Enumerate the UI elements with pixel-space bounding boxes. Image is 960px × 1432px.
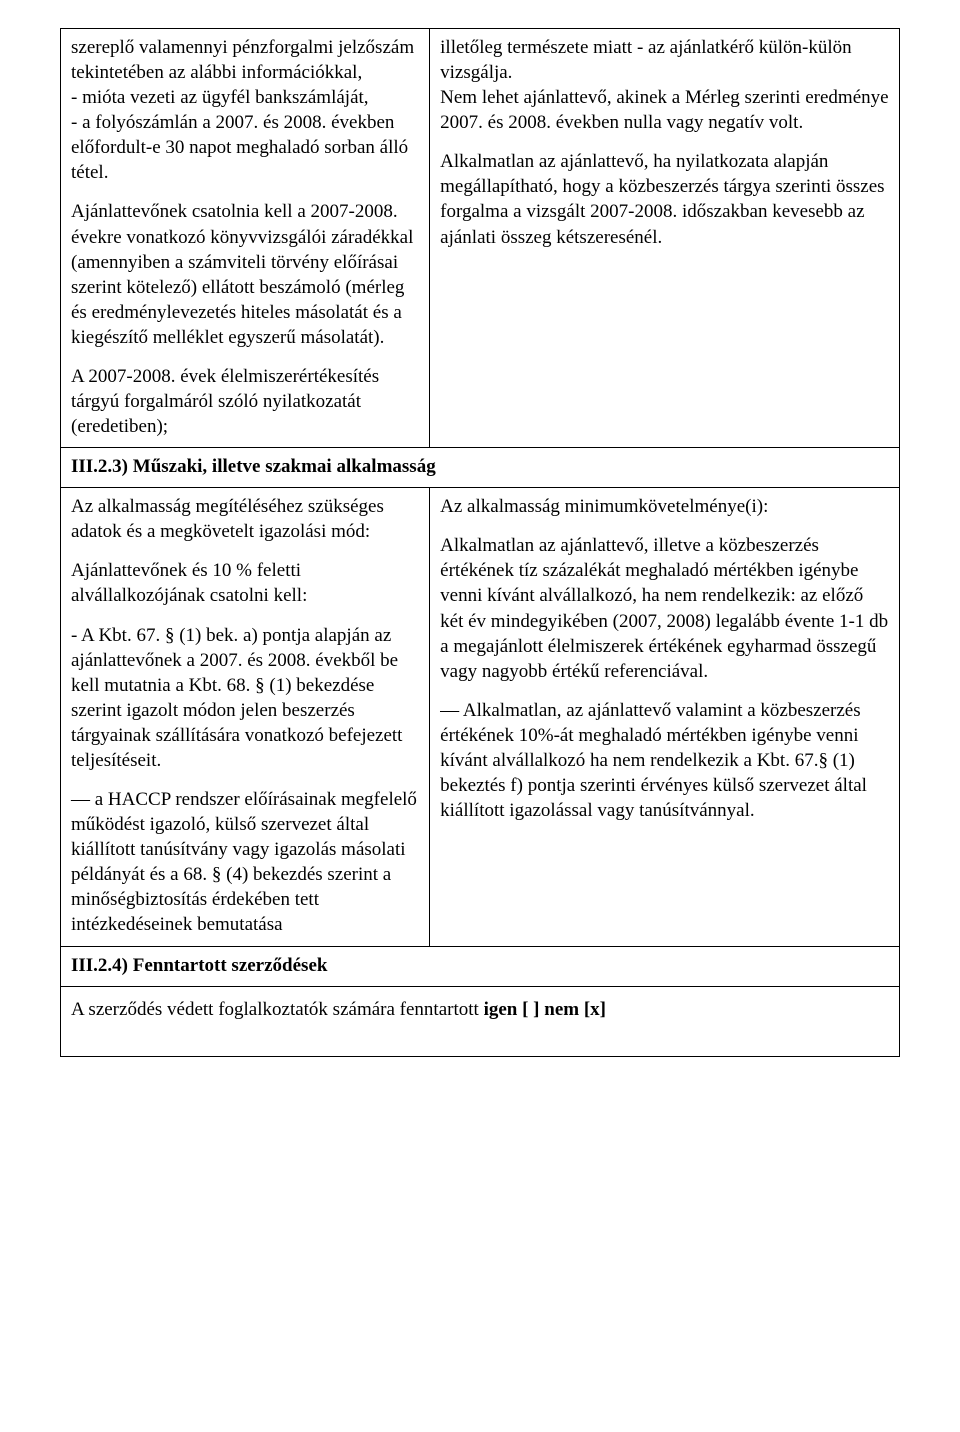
reserved-contracts-choice: igen [ ] nem [x]	[484, 999, 606, 1020]
reserved-contracts-text: A szerződés védett foglalkoztatók számár…	[71, 999, 484, 1020]
table-row: III.2.3) Műszaki, illetve szakmai alkalm…	[61, 448, 900, 488]
section-header-reserved-contracts: III.2.4) Fenntartott szerződések	[61, 946, 900, 986]
paragraph: Ajánlattevőnek csatolnia kell a 2007-200…	[71, 199, 419, 349]
paragraph: illetőleg természete miatt - az ajánlatk…	[440, 35, 889, 135]
document-page: szereplő valamennyi pénzforgalmi jelzősz…	[0, 0, 960, 1432]
section-header-technical-suitability: III.2.3) Műszaki, illetve szakmai alkalm…	[61, 448, 900, 488]
row2-right-cell: Az alkalmasság minimumkövetelménye(i): A…	[430, 488, 900, 946]
paragraph: - A Kbt. 67. § (1) bek. a) pontja alapjá…	[71, 623, 419, 773]
table-row: A szerződés védett foglalkoztatók számár…	[61, 986, 900, 1056]
paragraph: Alkalmatlan az ajánlattevő, ha nyilatkoz…	[440, 149, 889, 249]
paragraph: Alkalmatlan az ajánlattevő, illetve a kö…	[440, 533, 889, 683]
paragraph: szereplő valamennyi pénzforgalmi jelzősz…	[71, 35, 419, 185]
paragraph: Az alkalmasság megítéléséhez szükséges a…	[71, 494, 419, 544]
paragraph: Ajánlattevőnek és 10 % feletti alvállalk…	[71, 558, 419, 608]
row3-cell: A szerződés védett foglalkoztatók számár…	[61, 986, 900, 1056]
paragraph: — Alkalmatlan, az ajánlattevő valamint a…	[440, 698, 889, 823]
document-table: szereplő valamennyi pénzforgalmi jelzősz…	[60, 28, 900, 1057]
paragraph: — a HACCP rendszer előírásainak megfelel…	[71, 787, 419, 937]
row2-left-cell: Az alkalmasság megítéléséhez szükséges a…	[61, 488, 430, 946]
table-row: szereplő valamennyi pénzforgalmi jelzősz…	[61, 29, 900, 448]
paragraph: A 2007-2008. évek élelmiszerértékesítés …	[71, 364, 419, 439]
paragraph: Az alkalmasság minimumkövetelménye(i):	[440, 494, 889, 519]
row1-left-cell: szereplő valamennyi pénzforgalmi jelzősz…	[61, 29, 430, 448]
table-row: III.2.4) Fenntartott szerződések	[61, 946, 900, 986]
table-row: Az alkalmasság megítéléséhez szükséges a…	[61, 488, 900, 946]
row1-right-cell: illetőleg természete miatt - az ajánlatk…	[430, 29, 900, 448]
